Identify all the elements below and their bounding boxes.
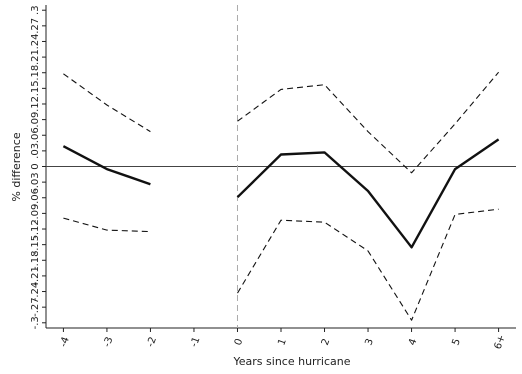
upper-ci-line [237,71,500,174]
y-tick-label: -.18 [30,251,41,271]
y-tick-label: .3 [30,5,41,15]
x-tick-label: 6+ [493,333,508,351]
y-tick-label: .09 [30,112,41,128]
plot-area: -.3-.27-.24-.21-.18-.15-.12-.09-.06-.03 0… [30,5,516,351]
x-tick-label: 1 [276,337,289,347]
x-tick-label: -4 [58,336,72,349]
x-tick-label: 3 [363,337,376,347]
x-tick-label: 0 [233,337,246,347]
y-tick-label: -.27 [30,297,41,317]
lower-ci-line [63,217,151,233]
y-tick-label: -.24 [30,282,41,302]
x-tick-label: -1 [189,336,203,349]
x-tick-label: -2 [145,336,159,349]
y-tick-label: .18 [30,65,41,81]
y-tick-label: .06 [30,127,41,143]
lower-ci-line [237,208,499,321]
estimate-line [236,138,500,249]
y-tick-label: -.21 [30,266,41,286]
upper-ci-line [63,73,151,133]
y-axis-title: % difference [10,132,23,201]
y-tick-label: -.06 [30,188,41,208]
x-tick-label: 5 [450,337,463,347]
y-tick-label: .27 [30,18,41,34]
y-tick-label: -.15 [30,235,41,255]
y-tick-label: -.3 [30,316,41,329]
y-tick-label: -.12 [30,219,41,239]
y-tick-label: -.09 [30,204,41,224]
y-tick-label: .15 [30,80,41,96]
y-tick-label: .21 [30,49,41,65]
y-tick-label: .03 [30,143,41,159]
y-tick-label: 0 [30,163,41,169]
y-tick-label: .24 [30,34,41,50]
estimate-line [62,145,151,186]
x-tick-label: 4 [407,337,420,347]
x-tick-label: -3 [102,336,116,349]
y-tick-label: -.03 [30,172,41,192]
x-tick-label: 2 [320,337,333,347]
y-tick-label: .12 [30,96,41,112]
x-axis-title: Years since hurricane [233,355,351,368]
